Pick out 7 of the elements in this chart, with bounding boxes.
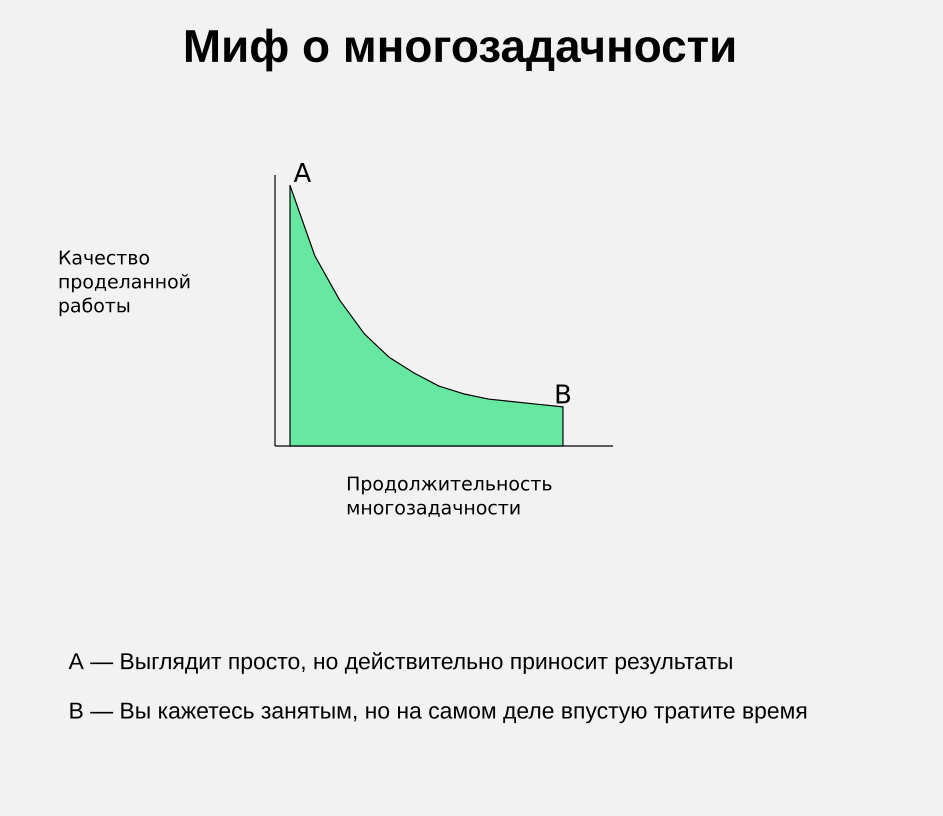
text: A — Выглядит просто, но действительно приносит результаты [68, 652, 732, 674]
chart-title: Миф о многозадачности [186, 28, 734, 72]
text: B — Вы кажетесь занятым, но на самом деле впустую тратите время [70, 702, 806, 724]
text: A [294, 162, 312, 182]
y-axis-title: Качество проделанной работы [60, 250, 190, 316]
x-axis-title: Продолжительность многозадачности [348, 476, 552, 517]
annotation: B [556, 384, 570, 404]
